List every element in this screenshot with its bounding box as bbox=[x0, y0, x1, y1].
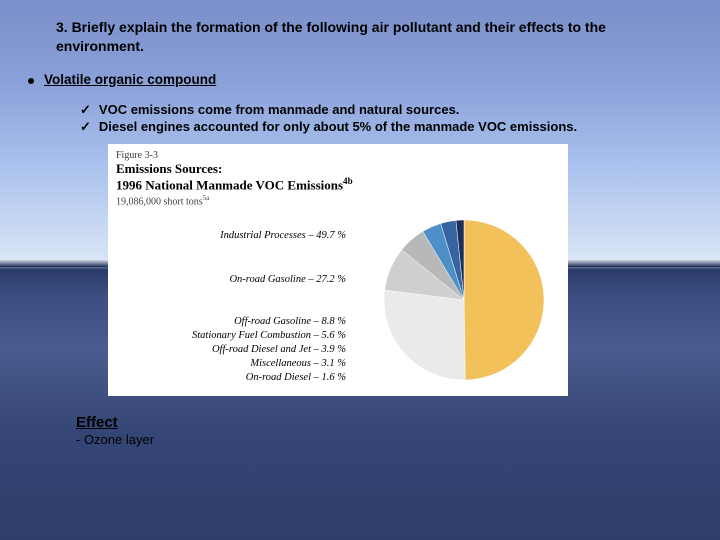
effect-item: - Ozone layer bbox=[76, 432, 692, 447]
pie-slice-label: Miscellaneous – 3.1 % bbox=[250, 358, 346, 369]
pie-slice-label: On-road Gasoline – 27.2 % bbox=[229, 274, 346, 285]
pie-slice-label: Industrial Processes – 49.7 % bbox=[220, 230, 346, 241]
list-item: ✓ Diesel engines accounted for only abou… bbox=[80, 118, 692, 136]
voc-point-text: Diesel engines accounted for only about … bbox=[99, 118, 577, 136]
pie-slice bbox=[464, 220, 544, 380]
question-title: 3. Briefly explain the formation of the … bbox=[56, 18, 682, 56]
voc-point-text: VOC emissions come from manmade and natu… bbox=[99, 101, 460, 119]
figure-title-line2: 1996 National Manmade VOC Emissions4b bbox=[116, 176, 560, 193]
voc-heading-row: Volatile organic compound bbox=[28, 72, 692, 87]
chart-labels: Industrial Processes – 49.7 % On-road Gas… bbox=[116, 210, 346, 390]
pie-svg bbox=[346, 210, 556, 390]
check-icon: ✓ bbox=[80, 118, 91, 136]
voc-points-list: ✓ VOC emissions come from manmade and na… bbox=[80, 101, 692, 136]
pie-slice-label: Stationary Fuel Combustion – 5.6 % bbox=[192, 330, 346, 341]
figure-number: Figure 3-3 bbox=[116, 150, 560, 161]
chart-body: Industrial Processes – 49.7 % On-road Gas… bbox=[116, 210, 560, 390]
effect-heading: Effect bbox=[76, 414, 692, 431]
effect-block: Effect - Ozone layer bbox=[76, 414, 692, 447]
figure-panel: Figure 3-3 Emissions Sources: 1996 Natio… bbox=[108, 144, 568, 396]
check-icon: ✓ bbox=[80, 101, 91, 119]
figure-subtitle: 19,086,000 short tons5a bbox=[116, 194, 560, 207]
pie-slice-label: Off-road Diesel and Jet – 3.9 % bbox=[212, 344, 346, 355]
bullet-icon bbox=[28, 78, 34, 84]
pie-chart bbox=[346, 210, 556, 390]
pie-slice bbox=[384, 290, 465, 380]
slide-content: 3. Briefly explain the formation of the … bbox=[0, 0, 720, 457]
list-item: ✓ VOC emissions come from manmade and na… bbox=[80, 101, 692, 119]
pie-slice-label: Off-road Gasoline – 8.8 % bbox=[234, 316, 346, 327]
pie-slice-label: On-road Diesel – 1.6 % bbox=[246, 372, 346, 383]
voc-heading: Volatile organic compound bbox=[44, 72, 216, 87]
figure-title-line1: Emissions Sources: bbox=[116, 161, 560, 177]
